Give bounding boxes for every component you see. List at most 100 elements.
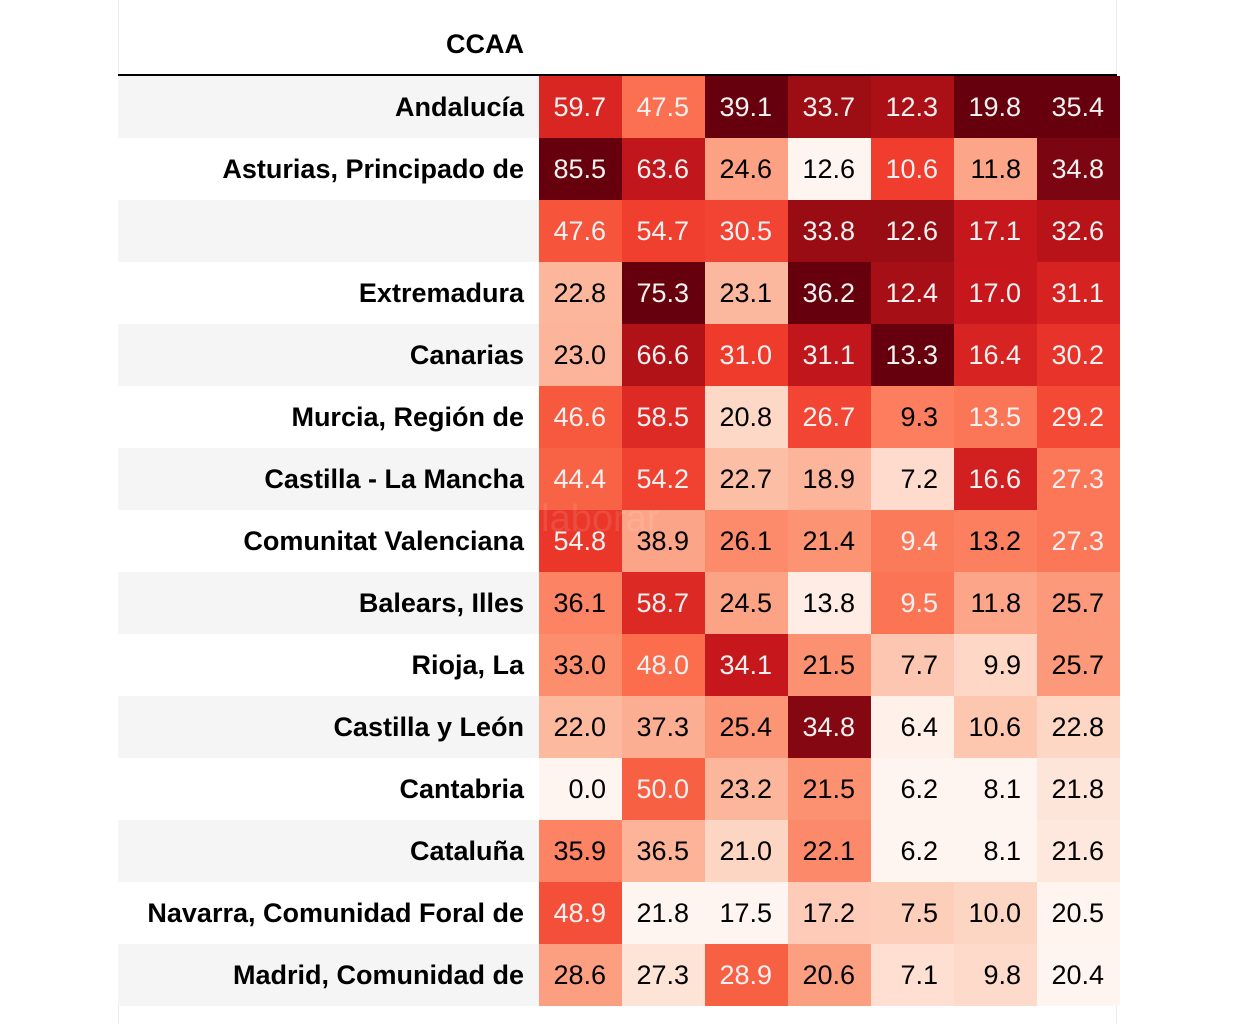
heatmap-cell: 58.5 — [622, 386, 705, 448]
heatmap-cell: 12.4 — [871, 262, 954, 324]
heatmap-cell: 6.2 — [871, 820, 954, 882]
heatmap-cell: 46.6 — [539, 386, 622, 448]
heatmap-cell: 20.5 — [1037, 882, 1120, 944]
heatmap-cell: 58.7 — [622, 572, 705, 634]
heatmap-cell: 7.2 — [871, 448, 954, 510]
heatmap-cell: 54.2 — [622, 448, 705, 510]
table-header: CCAA — [118, 0, 1117, 74]
table-row: Extremadura 22.8 75.3 23.1 36.2 12.4 17.0 31.1 — [118, 262, 1120, 324]
heatmap-cell: 54.7 — [622, 200, 705, 262]
heatmap-cell: 37.3 — [622, 696, 705, 758]
heatmap-cell: 38.9 — [622, 510, 705, 572]
row-label: Cataluña — [118, 820, 539, 882]
heatmap-cell: 48.0 — [622, 634, 705, 696]
heatmap-cell: 27.3 — [1037, 448, 1120, 510]
heatmap-cell: 17.0 — [954, 262, 1037, 324]
heatmap-cell: 21.8 — [1037, 758, 1120, 820]
heatmap-cell: 10.6 — [871, 138, 954, 200]
heatmap-cell: 22.0 — [539, 696, 622, 758]
row-label: Navarra, Comunidad Foral de — [118, 882, 539, 944]
heatmap-cell: 16.4 — [954, 324, 1037, 386]
row-label: Andalucía — [118, 76, 539, 138]
heatmap-cell: 28.9 — [705, 944, 788, 1006]
heatmap-cell: 30.5 — [705, 200, 788, 262]
heatmap-cell: 21.6 — [1037, 820, 1120, 882]
heatmap-cell: 7.7 — [871, 634, 954, 696]
heatmap-cell: 7.5 — [871, 882, 954, 944]
heatmap-cell: 25.4 — [705, 696, 788, 758]
heatmap-cell: 24.5 — [705, 572, 788, 634]
heatmap-cell: 39.1 — [705, 76, 788, 138]
table-row: Asturias, Principado de 85.5 63.6 24.6 12.6 1… — [118, 138, 1120, 200]
table-row: Madrid, Comunidad de 28.6 27.3 28.9 20.6 7.1 9… — [118, 944, 1120, 1006]
heatmap-cell: 11.8 — [954, 572, 1037, 634]
heatmap-cell: 34.8 — [788, 696, 871, 758]
heatmap-cell: 10.6 — [954, 696, 1037, 758]
heatmap-cell: 20.4 — [1037, 944, 1120, 1006]
heatmap-cell: 22.8 — [1037, 696, 1120, 758]
heatmap-cell: 66.6 — [622, 324, 705, 386]
heatmap-cell: 23.2 — [705, 758, 788, 820]
heatmap-cell: 21.8 — [622, 882, 705, 944]
heatmap-cell: 20.8 — [705, 386, 788, 448]
table-row: Canarias 23.0 66.6 31.0 31.1 13.3 16.4 30.2 — [118, 324, 1120, 386]
table-row: Navarra, Comunidad Foral de 48.9 21.8 17.5 1… — [118, 882, 1120, 944]
heatmap-cell: 13.5 — [954, 386, 1037, 448]
header-divider — [118, 74, 1117, 76]
row-label: Asturias, Principado de — [118, 138, 539, 200]
heatmap-cell: 35.4 — [1037, 76, 1120, 138]
heatmap-cell: 29.2 — [1037, 386, 1120, 448]
heatmap-cell: 7.1 — [871, 944, 954, 1006]
heatmap-cell: 31.0 — [705, 324, 788, 386]
heatmap-cell: 34.8 — [1037, 138, 1120, 200]
heatmap-cell: 44.4 — [539, 448, 622, 510]
heatmap-cell: 13.8 — [788, 572, 871, 634]
heatmap-cell: 24.6 — [705, 138, 788, 200]
heatmap-cell: 47.6 — [539, 200, 622, 262]
heatmap-cell: 13.2 — [954, 510, 1037, 572]
row-label: Castilla - La Mancha — [118, 448, 539, 510]
heatmap-cell: 31.1 — [1037, 262, 1120, 324]
heatmap-cell: 28.6 — [539, 944, 622, 1006]
heatmap-cell: 16.6 — [954, 448, 1037, 510]
heatmap-cell: 59.7 — [539, 76, 622, 138]
row-label — [118, 200, 539, 262]
heatmap-cell: 13.3 — [871, 324, 954, 386]
heatmap-cell: 26.1 — [705, 510, 788, 572]
heatmap-cell: 21.0 — [705, 820, 788, 882]
heatmap-cell: 6.2 — [871, 758, 954, 820]
heatmap-cell: 32.6 — [1037, 200, 1120, 262]
heatmap-cell: 23.1 — [705, 262, 788, 324]
heatmap-cell: 27.3 — [1037, 510, 1120, 572]
heatmap-cell: 9.9 — [954, 634, 1037, 696]
row-label: Rioja, La — [118, 634, 539, 696]
table-row: Rioja, La 33.0 48.0 34.1 21.5 7.7 9.9 25.7 — [118, 634, 1120, 696]
heatmap-cell: 21.4 — [788, 510, 871, 572]
row-label: Comunitat Valenciana — [118, 510, 539, 572]
row-label: Cantabria — [118, 758, 539, 820]
table-row: Andalucía 59.7 47.5 39.1 33.7 12.3 19.8 35.4 — [118, 76, 1120, 138]
heatmap-cell: 23.0 — [539, 324, 622, 386]
heatmap-cell: 19.8 — [954, 76, 1037, 138]
heatmap-cell: 6.4 — [871, 696, 954, 758]
heatmap-cell: 22.1 — [788, 820, 871, 882]
heatmap-cell: 33.0 — [539, 634, 622, 696]
heatmap-cell: 27.3 — [622, 944, 705, 1006]
heatmap-cell: 11.8 — [954, 138, 1037, 200]
heatmap-cell: 26.7 — [788, 386, 871, 448]
row-label: Extremadura — [118, 262, 539, 324]
heatmap-cell: 33.8 — [788, 200, 871, 262]
heatmap-cell: 36.5 — [622, 820, 705, 882]
table-row: Comunitat Valenciana 54.8 38.9 26.1 21.4 9.4 1… — [118, 510, 1120, 572]
table-row: Cataluña 35.9 36.5 21.0 22.1 6.2 8.1 21.6 — [118, 820, 1120, 882]
heatmap-cell: 34.1 — [705, 634, 788, 696]
heatmap-cell: 8.1 — [954, 820, 1037, 882]
row-label: Balears, Illes — [118, 572, 539, 634]
heatmap-cell: 50.0 — [622, 758, 705, 820]
heatmap-cell: 9.8 — [954, 944, 1037, 1006]
heatmap-cell: 85.5 — [539, 138, 622, 200]
heatmap-cell: 21.5 — [788, 634, 871, 696]
heatmap-cell: 48.9 — [539, 882, 622, 944]
heatmap-cell: 10.0 — [954, 882, 1037, 944]
table-row: Castilla y León 22.0 37.3 25.4 34.8 6.4 10.6 22… — [118, 696, 1120, 758]
